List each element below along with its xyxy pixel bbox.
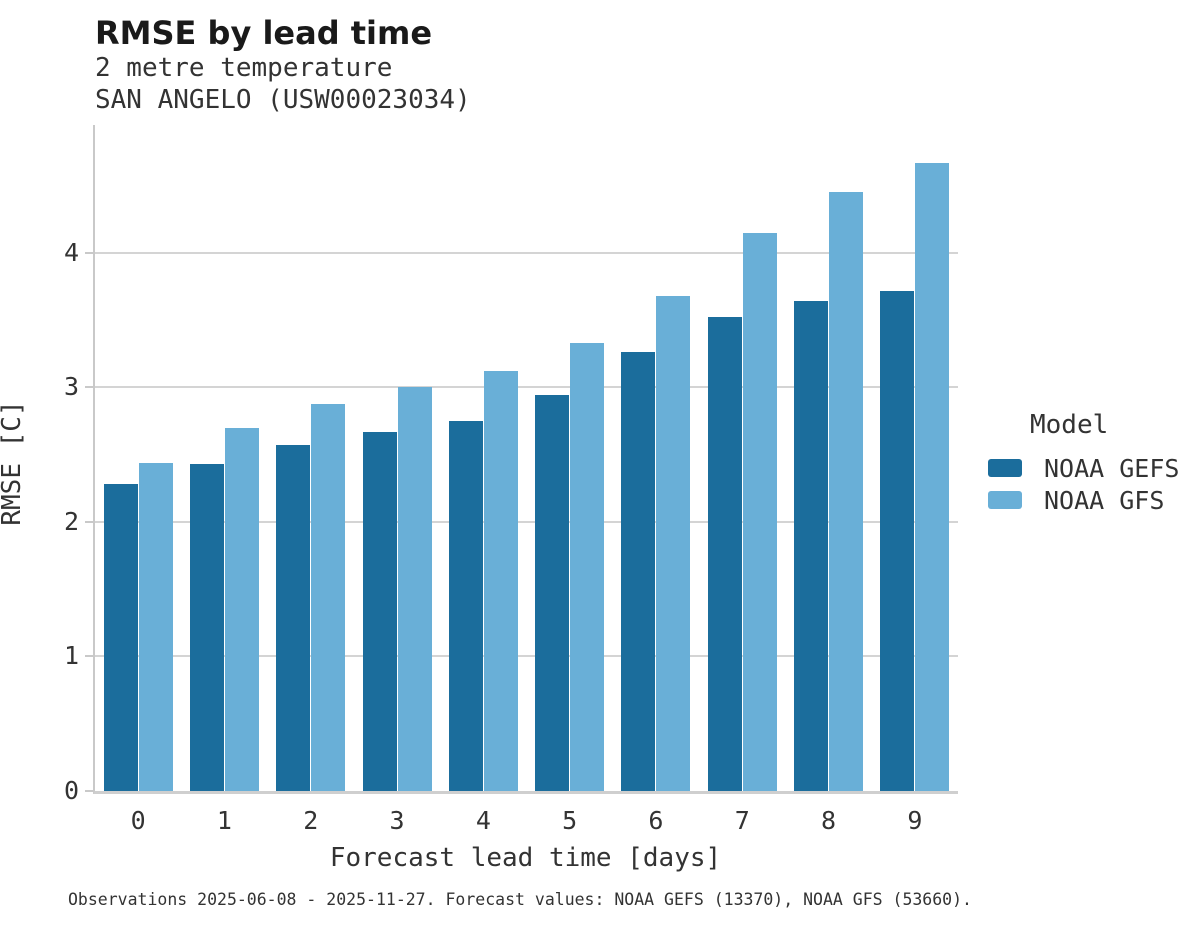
chart-title: RMSE by lead time [95,14,433,52]
y-tick-mark-3 [85,386,93,389]
legend-row-noaa-gfs: NOAA GFS [988,484,1179,516]
bar-noaa-gfs-day-7 [742,232,777,791]
x-axis-title: Forecast lead time [days] [329,843,722,873]
bar-noaa-gfs-day-4 [483,371,518,791]
footer-note: Observations 2025-06-08 - 2025-11-27. Fo… [68,890,972,909]
y-tick-mark-4 [85,251,93,254]
bar-noaa-gfs-day-0 [138,462,173,791]
bar-noaa-gfs-day-9 [915,162,950,791]
legend-swatch-icon [988,459,1022,477]
bar-noaa-gefs-day-5 [535,395,570,791]
bar-noaa-gfs-day-6 [656,295,691,791]
y-tick-label-3: 3 [63,372,79,402]
bar-noaa-gefs-day-7 [707,317,742,791]
legend-swatch-icon [988,491,1022,509]
bar-noaa-gfs-day-1 [224,427,259,791]
x-tick-label-9: 9 [907,806,923,835]
bar-noaa-gefs-day-6 [621,352,656,791]
y-tick-mark-0 [85,790,93,792]
bar-noaa-gefs-day-4 [448,421,483,791]
bar-noaa-gfs-day-5 [570,342,605,791]
y-tick-label-1: 1 [63,641,79,671]
bar-noaa-gefs-day-9 [880,290,915,791]
gridline-y2 [95,520,958,523]
legend-title: Model [1030,410,1109,440]
bar-noaa-gefs-day-8 [794,301,829,791]
x-tick-label-1: 1 [216,806,232,835]
y-tick-mark-1 [85,655,93,658]
y-axis-title: RMSE [C] [0,400,27,526]
x-tick-label-5: 5 [562,806,578,835]
gridline-y4 [95,251,958,254]
x-tick-label-7: 7 [734,806,750,835]
bar-noaa-gefs-day-3 [362,431,397,791]
y-tick-label-2: 2 [63,506,79,536]
y-tick-label-4: 4 [63,237,79,267]
legend: Model NOAA GEFS NOAA GFS [988,410,1179,516]
x-tick-label-4: 4 [475,806,491,835]
y-tick-label-0: 0 [63,776,79,805]
gridline-y1 [95,655,958,658]
x-tick-label-0: 0 [130,806,146,835]
x-tick-label-2: 2 [303,806,319,835]
bar-noaa-gfs-day-8 [829,192,864,791]
bar-noaa-gefs-day-1 [189,464,224,791]
x-tick-label-6: 6 [648,806,664,835]
bar-noaa-gfs-day-2 [311,403,346,791]
chart-header: RMSE by lead time 2 metre temperature SA… [95,14,471,116]
legend-row-noaa-gefs: NOAA GEFS [988,452,1179,484]
bar-noaa-gfs-day-3 [397,387,432,791]
y-tick-mark-2 [85,520,93,523]
gridline-y3 [95,386,958,389]
legend-label: NOAA GEFS [1044,453,1180,483]
chart-subtitle: 2 metre temperature [95,53,393,83]
chart-station: SAN ANGELO (USW00023034) [95,85,471,115]
legend-label: NOAA GFS [1044,485,1165,515]
x-tick-label-3: 3 [389,806,405,835]
plot-area: 0 1 2 3 4 0 1 2 3 4 5 6 7 8 9 [64,125,958,835]
bar-noaa-gefs-day-2 [276,445,311,791]
x-tick-label-8: 8 [821,806,837,835]
bar-noaa-gefs-day-0 [103,484,138,791]
